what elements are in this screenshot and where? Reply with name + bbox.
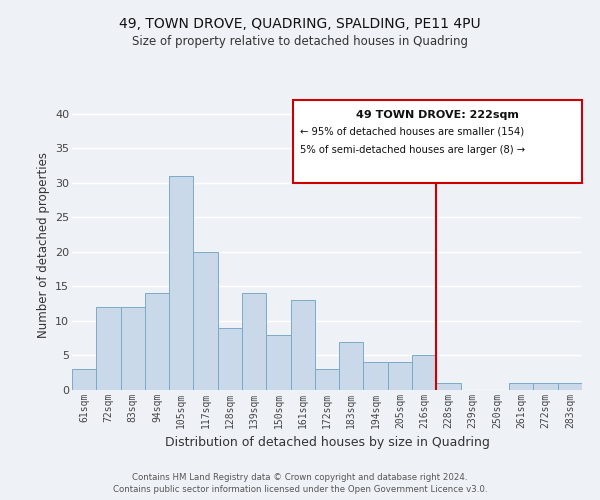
Bar [436, 383, 461, 390]
Bar [72, 370, 96, 390]
Bar [509, 383, 533, 390]
Bar [266, 335, 290, 390]
Bar [339, 342, 364, 390]
Bar [364, 362, 388, 390]
Bar [169, 176, 193, 390]
Text: Contains public sector information licensed under the Open Government Licence v3: Contains public sector information licen… [113, 485, 487, 494]
Bar [193, 252, 218, 390]
Text: Contains HM Land Registry data © Crown copyright and database right 2024.: Contains HM Land Registry data © Crown c… [132, 472, 468, 482]
Y-axis label: Number of detached properties: Number of detached properties [37, 152, 50, 338]
Text: 49, TOWN DROVE, QUADRING, SPALDING, PE11 4PU: 49, TOWN DROVE, QUADRING, SPALDING, PE11… [119, 18, 481, 32]
Bar [293, 100, 582, 183]
Bar [121, 307, 145, 390]
Bar [315, 370, 339, 390]
Text: 5% of semi-detached houses are larger (8) →: 5% of semi-detached houses are larger (8… [300, 145, 526, 155]
Bar [242, 294, 266, 390]
Bar [218, 328, 242, 390]
Bar [533, 383, 558, 390]
Text: ← 95% of detached houses are smaller (154): ← 95% of detached houses are smaller (15… [300, 126, 524, 136]
Bar [412, 356, 436, 390]
Text: 49 TOWN DROVE: 222sqm: 49 TOWN DROVE: 222sqm [356, 110, 519, 120]
Bar [96, 307, 121, 390]
X-axis label: Distribution of detached houses by size in Quadring: Distribution of detached houses by size … [164, 436, 490, 450]
Bar [388, 362, 412, 390]
Bar [145, 294, 169, 390]
Bar [558, 383, 582, 390]
Bar [290, 300, 315, 390]
Text: Size of property relative to detached houses in Quadring: Size of property relative to detached ho… [132, 35, 468, 48]
